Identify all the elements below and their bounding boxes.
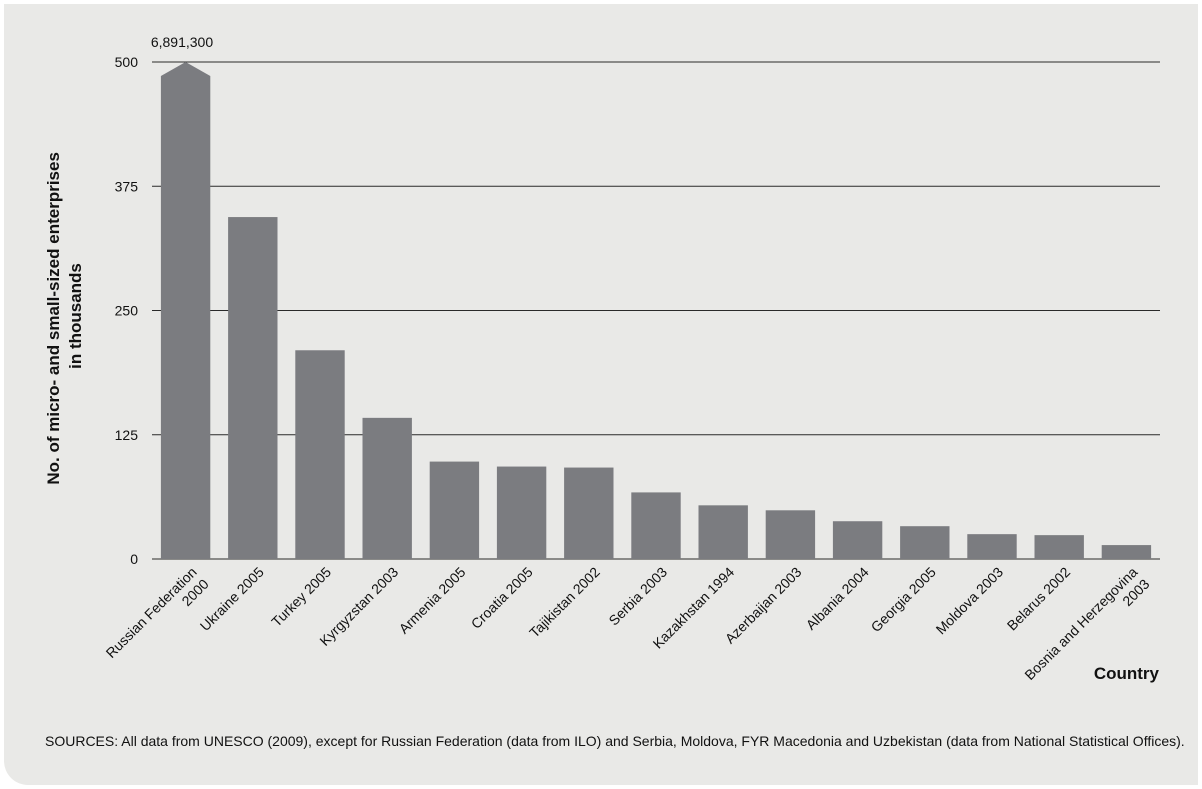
x-category-label-line: Ukraine 2005	[197, 564, 267, 634]
y-axis-title: No. of micro- and small-sized enterprise…	[44, 147, 85, 484]
bar	[1101, 545, 1152, 559]
x-category-label-line: Moldova 2003	[933, 564, 1007, 638]
x-category-label: Armenia 2005	[396, 564, 469, 637]
x-category-label: Russian Federation2000	[103, 564, 212, 673]
y-tick-label: 375	[115, 178, 139, 194]
bar-chart: 0 125 250 375 500 Russian Federation2000Ukra…	[44, 34, 1160, 683]
bar	[631, 492, 681, 559]
x-category-label: Ukraine 2005	[197, 564, 267, 634]
y-tick-label: 250	[115, 303, 139, 319]
x-category-label: Belarus 2002	[1004, 564, 1074, 634]
y-tick-label: 500	[115, 54, 139, 70]
x-category-label-line: Turkey 2005	[268, 564, 334, 630]
bar	[1034, 535, 1084, 559]
y-axis-title-line-2: in thousands	[66, 263, 85, 369]
x-category-label-line: Tajikistan 2002	[526, 564, 603, 641]
bar	[228, 217, 278, 559]
y-axis-title-line-1: No. of micro- and small-sized enterprise…	[44, 152, 63, 485]
bar	[362, 417, 412, 559]
bar	[900, 526, 950, 559]
bar	[496, 466, 547, 559]
x-category-label-line: Albania 2004	[803, 564, 872, 633]
source-note: SOURCES: All data from UNESCO (2009), ex…	[45, 733, 1185, 749]
bar	[295, 350, 345, 559]
x-category-label: Serbia 2003	[605, 564, 670, 629]
y-tick-label: 0	[130, 551, 138, 567]
bar	[967, 534, 1017, 559]
truncated-bar-value-label: 6,891,300	[151, 34, 213, 50]
y-axis-ticks: 0 125 250 375 500	[115, 54, 139, 567]
bar-truncated	[160, 62, 211, 559]
x-category-label-line: Croatia 2005	[468, 564, 536, 632]
bar	[765, 510, 816, 559]
x-category-label: Georgia 2005	[868, 564, 939, 635]
y-tick-label: 125	[115, 427, 139, 443]
x-category-label-line: Georgia 2005	[868, 564, 939, 635]
x-category-label: Tajikistan 2002	[526, 564, 603, 641]
x-category-label: Turkey 2005	[268, 564, 334, 630]
x-category-label-line: Serbia 2003	[605, 564, 670, 629]
bar	[698, 505, 748, 559]
x-category-label: Albania 2004	[803, 564, 872, 633]
x-category-label-line: Russian Federation	[103, 564, 200, 661]
bar	[832, 521, 883, 559]
bars	[160, 62, 1152, 559]
x-category-label: Croatia 2005	[468, 564, 536, 632]
chart-panel: 0 125 250 375 500 Russian Federation2000 Ukra…	[4, 4, 1198, 785]
x-category-label: Moldova 2003	[933, 564, 1007, 638]
x-axis-title: Country	[1094, 664, 1160, 683]
bar	[429, 461, 480, 559]
bar	[564, 467, 614, 559]
x-category-label-line: Armenia 2005	[396, 564, 469, 637]
x-category-label-line: Belarus 2002	[1004, 564, 1074, 634]
